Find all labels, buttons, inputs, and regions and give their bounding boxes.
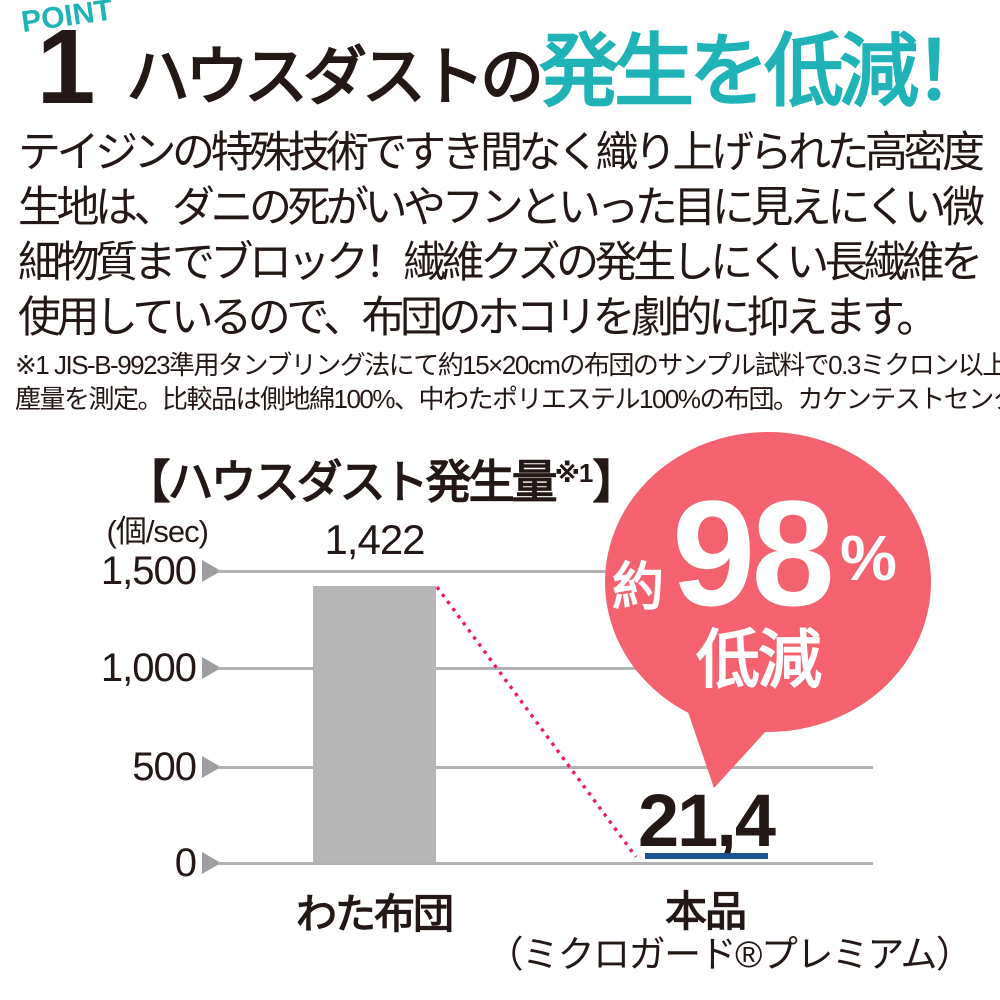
- gridline-arrow-icon: [202, 756, 221, 778]
- ytick-0: 0: [174, 841, 197, 885]
- gridline-arrow-icon: [202, 657, 221, 679]
- bar-wata-futon: [313, 586, 436, 863]
- gridline-0-axis: [218, 862, 873, 865]
- bubble-percent-sign: %: [840, 522, 897, 594]
- bar-value-label: 1,422: [324, 516, 425, 563]
- bubble-reduction-label: 低減: [696, 624, 822, 696]
- footnote-line-2: 塵量を測定。比較品は側地綿100%、中わたポリエステル100%の布団。カケンテス…: [15, 384, 1000, 414]
- point-badge-number: 1: [36, 8, 96, 126]
- headline-prefix: ハウスダストの: [126, 41, 544, 113]
- chart-title-close: 】: [592, 456, 638, 508]
- body-line-1: テイジンの特殊技術ですき間なく織り上げられた高密度: [18, 129, 985, 177]
- chart-title-footnote-ref: ※1: [554, 458, 594, 488]
- chart-overlay: [435, 432, 931, 859]
- chart-title: 【ハウスダスト発生量※1】: [70, 446, 690, 512]
- gridline-arrow-icon: [202, 852, 221, 874]
- speech-bubble: [605, 432, 931, 732]
- footnote: ※1 JIS-B-9923準用タンブリング法にて約15×20cmの布団のサンプル…: [15, 348, 1000, 416]
- trend-dashed-line: [435, 585, 638, 859]
- y-axis-unit: (個/sec): [106, 514, 210, 549]
- gridline-500: [218, 766, 873, 769]
- bubble-approx: 約: [612, 559, 665, 617]
- ytick-1500: 1,500: [100, 549, 197, 593]
- headline: ハウスダストの発生を低減！: [126, 32, 994, 113]
- result-underline: [645, 853, 768, 859]
- gridline-arrow-icon: [202, 560, 221, 582]
- body-line-3: 細物質までブロック！繊維クズの発生しにくい長繊維を: [18, 239, 983, 287]
- category-honpin: 本品: [664, 888, 747, 935]
- ytick-1000: 1,000: [100, 646, 197, 690]
- gridline-1500: [218, 570, 873, 573]
- gridline-1000: [218, 667, 873, 670]
- body-line-2: 生地は、ダニの死がいやフンといった目に見えにくい微: [18, 184, 985, 232]
- ytick-500: 500: [132, 745, 197, 789]
- footnote-line-1: ※1 JIS-B-9923準用タンブリング法にて約15×20cmの布団のサンプル…: [15, 350, 1000, 380]
- body-paragraph: テイジンの特殊技術ですき間なく織り上げられた高密度 生地は、ダニの死がいやフンと…: [18, 126, 985, 346]
- result-value-label: 21,4: [637, 779, 776, 862]
- headline-highlight: 発生を低減！: [539, 27, 994, 116]
- bar-chart: 【ハウスダスト発生量※1】 (個/sec) 1,500 1,000 500 0 …: [0, 430, 1000, 1000]
- body-line-4: 使用しているので、布団のホコリを劇的に抑えます。: [18, 294, 939, 342]
- category-wata-futon: わた布団: [296, 891, 454, 937]
- bubble-percent-value: 98: [672, 469, 835, 637]
- chart-title-main: 【ハウスダスト発生量: [124, 456, 558, 508]
- category-honpin-sub: （ミクロガード®プレミアム）: [486, 934, 973, 975]
